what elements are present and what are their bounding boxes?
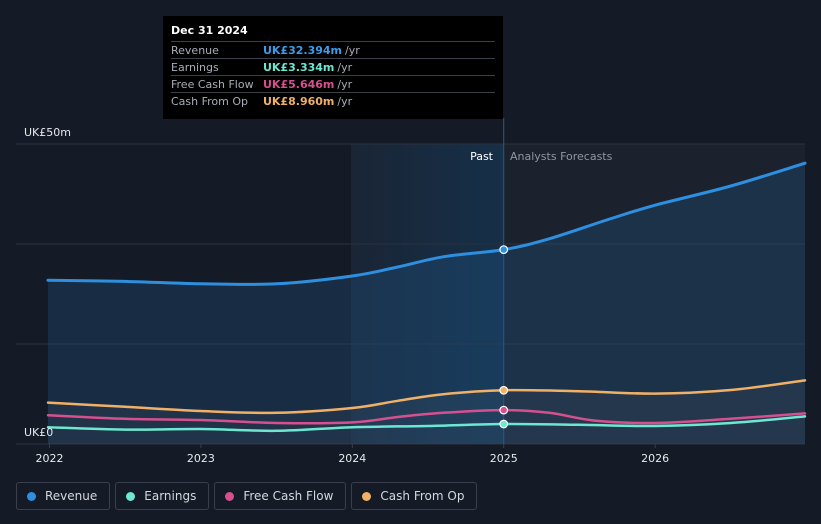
- series-fills: [48, 163, 805, 444]
- legend: Revenue Earnings Free Cash Flow Cash Fro…: [16, 482, 478, 510]
- tooltip: Dec 31 2024 Revenue UK£32.394m /yr Earni…: [163, 16, 503, 119]
- revenue-marker: [499, 245, 509, 255]
- legend-label: Cash From Op: [380, 489, 465, 503]
- x-tick-label: 2023: [187, 452, 215, 465]
- legend-label: Earnings: [144, 489, 197, 503]
- x-tick-label: 2022: [36, 452, 64, 465]
- free-cash-flow-line: [46, 408, 807, 425]
- tooltip-row-revenue: Revenue UK£32.394m /yr: [171, 41, 495, 58]
- tooltip-unit: /yr: [337, 61, 353, 74]
- x-axis-ticks: 2022 2023 2024 2025 2026: [36, 444, 669, 465]
- legend-dot-icon: [362, 491, 372, 501]
- tooltip-label: Revenue: [171, 44, 219, 57]
- tooltip-row-earnings: Earnings UK£3.334m /yr: [171, 58, 495, 75]
- legend-dot-icon: [225, 491, 235, 501]
- legend-item-cash-from-op[interactable]: Cash From Op: [351, 482, 478, 510]
- legend-dot-icon: [27, 491, 36, 501]
- tooltip-unit: /yr: [337, 95, 353, 108]
- past-label: Past: [470, 150, 494, 163]
- tooltip-unit: /yr: [337, 78, 353, 91]
- cash-from-op-area: [48, 380, 805, 444]
- legend-label: Free Cash Flow: [243, 489, 334, 503]
- x-tick-label: 2025: [490, 452, 518, 465]
- analysts-forecasts-label: Analysts Forecasts: [510, 150, 613, 163]
- tooltip-value: UK£5.646m: [263, 78, 335, 91]
- gridlines: [16, 143, 805, 445]
- earnings-marker: [499, 419, 509, 429]
- tooltip-date: Dec 31 2024: [171, 24, 248, 37]
- tooltip-label: Free Cash Flow: [171, 78, 254, 91]
- past-highlight-band: [351, 144, 503, 444]
- tooltip-value: UK£32.394m: [263, 44, 343, 57]
- cash-from-op-line: [46, 379, 807, 415]
- revenue-line: [46, 161, 807, 286]
- legend-item-earnings[interactable]: Earnings: [115, 482, 210, 510]
- legend-item-free-cash-flow[interactable]: Free Cash Flow: [214, 482, 347, 510]
- tooltip-value: UK£3.334m: [263, 61, 335, 74]
- legend-label: Revenue: [45, 489, 98, 503]
- earnings-line: [46, 415, 807, 433]
- legend-item-revenue[interactable]: Revenue: [16, 482, 111, 510]
- cash-from-op-marker: [499, 385, 509, 395]
- series-lines: [46, 161, 807, 433]
- tooltip-label: Cash From Op: [171, 95, 249, 108]
- legend-dot-icon: [126, 491, 136, 501]
- tooltip-value: UK£8.960m: [263, 95, 335, 108]
- y-axis-min-label: UK£0: [24, 426, 53, 439]
- free-cash-flow-marker: [499, 405, 509, 415]
- tooltip-label: Earnings: [171, 61, 219, 74]
- x-tick-label: 2026: [641, 452, 669, 465]
- revenue-area: [48, 163, 805, 444]
- series-markers: [499, 245, 509, 429]
- tooltip-unit: /yr: [345, 44, 360, 57]
- y-axis-max-label: UK£50m: [24, 126, 71, 139]
- tooltip-row-cash-from-op: Cash From Op UK£8.960m /yr: [171, 92, 495, 109]
- tooltip-row-free-cash-flow: Free Cash Flow UK£5.646m /yr: [171, 75, 495, 92]
- x-tick-label: 2024: [338, 452, 366, 465]
